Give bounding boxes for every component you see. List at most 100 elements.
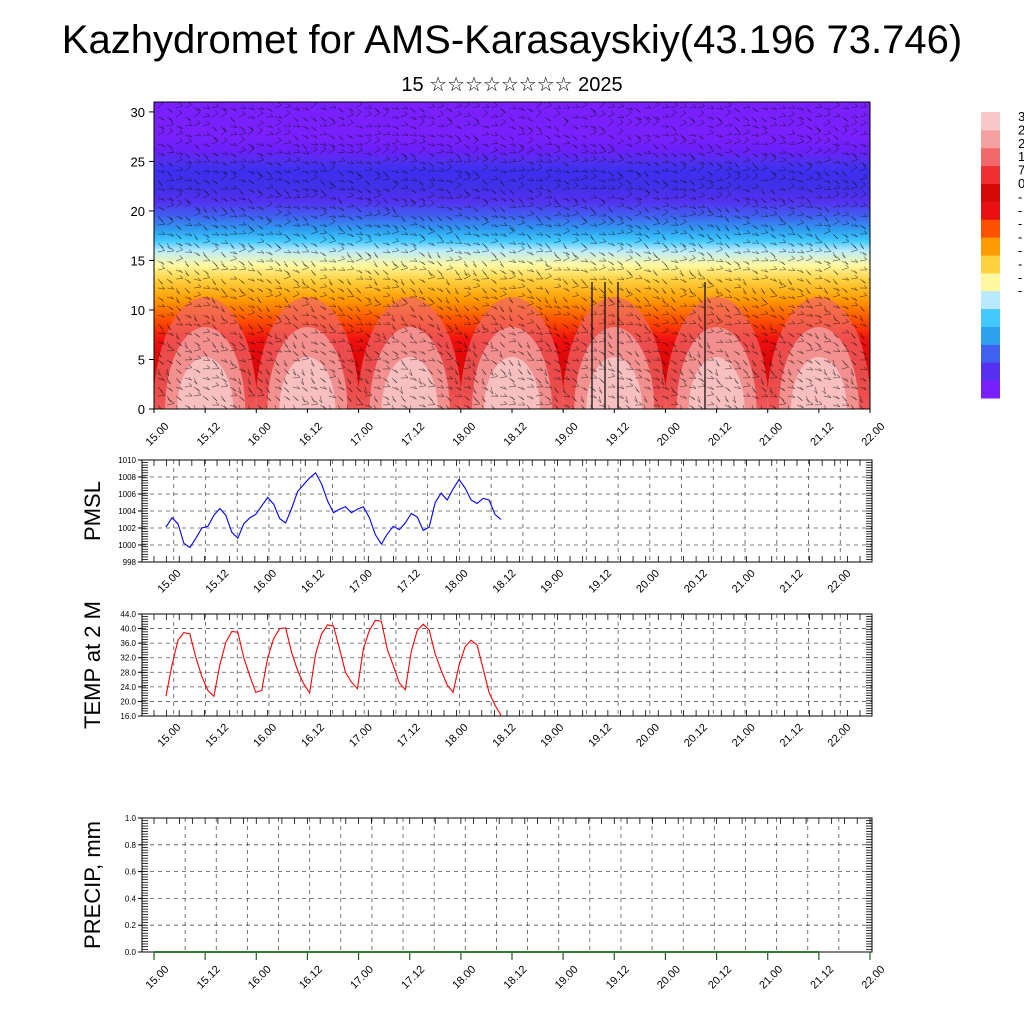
x-tick-label: 17.12	[395, 568, 423, 596]
x-tick-label: 17.00	[347, 568, 375, 596]
x-tick-label: 16.00	[251, 722, 279, 750]
y-axis-title: PMSL	[80, 481, 105, 541]
colorbar-label: 2	[1018, 122, 1024, 137]
y-tick-label: 40.0	[120, 625, 136, 634]
x-tick-label: 20.12	[682, 722, 710, 750]
x-tick-label: 18.12	[491, 722, 519, 750]
x-tick-label: 19.12	[604, 964, 632, 992]
x-tick-label: 15.00	[156, 568, 184, 596]
x-tick-label: 20.00	[634, 568, 662, 596]
x-tick-label: 16.12	[297, 964, 325, 992]
colorbar-label: -	[1018, 189, 1022, 204]
y-tick-label: 1002	[118, 524, 136, 533]
y-tick-label: 0.0	[125, 948, 137, 957]
grid	[142, 613, 872, 717]
colorbar-segment	[981, 308, 1000, 327]
x-tick-label: 21.00	[730, 568, 758, 596]
colorbar-label: -	[1018, 203, 1022, 218]
x-tick-label: 18.12	[491, 568, 519, 596]
cross-section-heatmap: 0 5 10 15 20 25 30 15.00 15.12 16.00 16.12 17.00 17.…	[131, 101, 888, 449]
x-tick-label: 21.12	[778, 722, 806, 750]
x-tick-label: 19.12	[586, 722, 614, 750]
chart-title: Kazhydromet for AMS-Karasayskiy(43.196 7…	[61, 18, 963, 62]
y-tick-label: 5	[138, 352, 145, 367]
x-tick-label: 15.12	[203, 722, 231, 750]
colorbar-label: 3	[1018, 109, 1024, 124]
y-tick-label: 0.8	[125, 841, 137, 850]
colorbar-label: 1	[1018, 149, 1024, 164]
x-tick-label: 21.00	[757, 421, 785, 449]
colorbar-label: -	[1018, 216, 1022, 231]
x-tick-label: 21.12	[778, 568, 806, 596]
x-tick-label: 17.12	[399, 964, 427, 992]
x-tick-label: 19.00	[553, 964, 581, 992]
colorbar-label: -	[1018, 243, 1022, 258]
colorbar-segment	[981, 362, 1000, 381]
x-tick-label: 21.12	[808, 421, 836, 449]
x-tick-label: 20.00	[655, 421, 683, 449]
y-tick-label: 1000	[118, 541, 136, 550]
x-tick-label: 21.12	[808, 964, 836, 992]
colorbar-segment	[981, 219, 1000, 238]
y-tick-label: 1006	[118, 490, 136, 499]
x-tick-label: 15.12	[195, 964, 223, 992]
y-tick-label: 32.0	[120, 654, 136, 663]
y-axis-title: PRECIP, mm	[80, 821, 105, 949]
colorbar-segment	[981, 344, 1000, 363]
x-tick-label: 19.12	[586, 568, 614, 596]
colorbar-label: -	[1018, 283, 1022, 298]
minor-ticks	[142, 817, 872, 953]
x-tick-label: 19.00	[538, 722, 566, 750]
colorbar-segment	[981, 272, 1000, 292]
colorbar-segment	[981, 201, 1000, 220]
y-tick-label: 1010	[118, 456, 136, 465]
colorbar-segment	[981, 129, 1000, 149]
y-tick-label: 1004	[118, 507, 136, 516]
x-tick-label: 21.00	[757, 964, 785, 992]
warm-bubble	[664, 297, 769, 409]
colorbar-segment	[981, 290, 1000, 310]
y-tick-label: 20.0	[120, 697, 136, 706]
y-tick-label: 0.6	[125, 868, 137, 877]
y-tick-label: 44.0	[120, 610, 136, 619]
colorbar-segment	[981, 147, 1000, 167]
x-tick-label: 16.12	[299, 568, 327, 596]
grid	[142, 817, 872, 953]
colorbar-segment	[981, 380, 1000, 399]
y-tick-label: 20	[131, 204, 145, 219]
warm-bubble	[357, 297, 462, 409]
colorbar-label: 2	[1018, 136, 1024, 151]
colorbar-segment	[981, 183, 1000, 202]
x-tick-label: 16.12	[297, 421, 325, 449]
x-tick-label: 22.00	[860, 964, 888, 992]
minor-ticks	[142, 613, 872, 717]
y-tick-label: 15	[131, 253, 145, 268]
temp-chart: TEMP at 2 M 16.0 20.0 24.0 28.0 32.0 36.0 40.0 4…	[80, 601, 873, 750]
x-tick-label: 18.00	[443, 722, 471, 750]
x-tick-label: 20.00	[655, 964, 683, 992]
x-tick-label: 22.00	[826, 568, 854, 596]
x-tick-label: 16.00	[246, 421, 274, 449]
series-line	[165, 619, 502, 716]
y-tick-label: 1008	[118, 473, 136, 482]
x-tick-label: 15.00	[156, 722, 184, 750]
colorbar-segment	[981, 237, 1000, 256]
x-tick-label: 15.12	[203, 568, 231, 596]
x-tick-label: 17.00	[348, 421, 376, 449]
x-tick-label: 19.00	[553, 421, 581, 449]
colorbar-segment	[981, 255, 1000, 274]
x-tick-label: 17.12	[399, 421, 427, 449]
chart-subtitle: 15 ☆☆☆☆☆☆☆☆ 2025	[401, 74, 623, 96]
x-tick-label: 18.12	[502, 421, 530, 449]
x-tick-label: 19.12	[604, 421, 632, 449]
pmsl-chart: PMSL 998 1000 1002 1004 1006 1008 1010 15.00 15.1…	[80, 456, 873, 596]
minor-ticks	[142, 459, 872, 563]
x-tick-label: 22.00	[860, 421, 888, 449]
y-axis-title: TEMP at 2 M	[80, 601, 105, 729]
y-tick-label: 10	[131, 303, 145, 318]
colorbar-segment	[981, 165, 1000, 184]
colorbar-segment	[981, 112, 1000, 131]
x-tick-label: 17.12	[395, 722, 423, 750]
colorbar-segment	[981, 326, 1000, 345]
